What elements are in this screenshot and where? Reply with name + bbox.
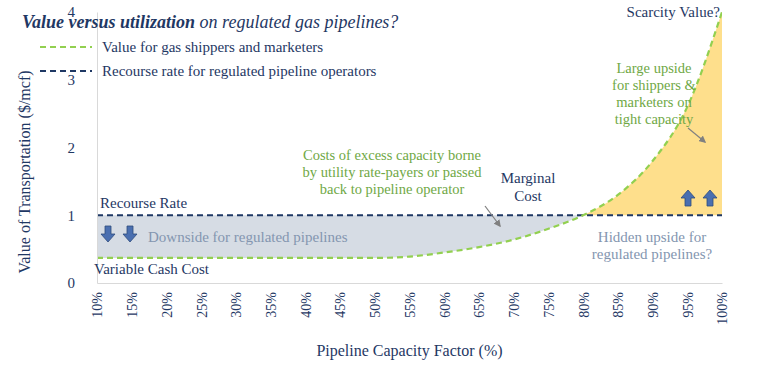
annotation: Downside for regulated pipelines [148,229,348,245]
annotation: Large upside [616,60,691,76]
y-axis-title: Value of Transportation ($/mcf) [16,70,34,273]
x-tick: 45% [333,283,348,318]
annotation: Variable Cash Cost [94,261,210,277]
x-tick-label: 40% [299,292,314,318]
x-tick: 55% [403,283,418,318]
annotation: Recourse Rate [100,195,187,211]
legend-swatch [40,70,92,72]
annotation: Hidden upside for [598,229,706,245]
chart: 0123410%15%20%25%30%35%40%45%50%55%60%65… [0,0,768,365]
x-tick-label: 60% [438,292,453,318]
x-tick-label: 90% [646,292,661,318]
x-tick: 85% [611,283,626,318]
series-line [97,12,722,258]
x-tick: 10% [90,283,105,318]
x-tick: 20% [160,283,175,318]
x-tick-label: 100% [715,292,730,325]
y-tick-label: 3 [68,72,76,88]
title-rest: on regulated gas pipelines? [195,12,398,32]
x-tick-label: 20% [160,292,175,318]
x-tick: 90% [646,283,661,318]
x-axis: 10% 15% 20% 25% 30% 35% 40% 45% 50% 55% 60% 65% 70% 7… [90,283,730,325]
annotation: Marginal [501,170,556,186]
x-tick: 75% [542,283,557,318]
x-tick: 60% [438,283,453,318]
x-tick: 80% [577,283,592,318]
x-tick-label: 25% [195,292,210,318]
annotation: regulated pipelines? [592,246,713,262]
up-arrow [681,190,695,206]
x-tick-label: 85% [611,292,626,318]
annotation: back to pipeline operator [320,181,465,197]
upside-area [583,12,722,215]
x-tick: 35% [264,283,279,318]
x-tick: 95% [681,283,696,318]
annotation: marketers on [616,94,692,110]
x-tick-label: 65% [472,292,487,318]
x-axis-title: Pipeline Capacity Factor (%) [316,342,502,360]
x-tick-label: 50% [368,292,383,318]
y-tick-label: 0 [68,275,76,291]
y-tick-label: 2 [68,140,76,156]
y-tick-label: 1 [68,208,76,224]
downside-area [97,215,583,258]
legend-label: Value for gas shippers and marketers [102,39,323,55]
x-tick: 65% [472,283,487,318]
down-arrow [101,226,115,242]
x-tick: 15% [125,283,140,318]
legend-swatch [40,46,92,48]
y-axis-line [97,13,98,284]
y-tick: 2 [68,140,98,156]
annotation: Cost [514,188,542,204]
title: Value versus utilization on regulated ga… [22,12,398,32]
down-arrow [123,226,137,242]
x-tick-label: 70% [507,292,522,318]
pointer-arrow [688,128,705,142]
annotation: by utility rate-payers or passed [303,164,483,180]
pointer-arrow [485,206,500,226]
x-tick: 25% [195,283,210,318]
annotation: Costs of excess capacity borne [303,147,481,163]
annotation: for shippers & [612,77,696,93]
y-tick: 3 [68,72,98,88]
x-tick: 70% [507,283,522,318]
annotation: tight capacity [615,111,694,127]
x-tick-label: 35% [264,292,279,318]
x-tick-label: 30% [229,292,244,318]
x-tick-label: 45% [333,292,348,318]
x-tick-label: 95% [681,292,696,318]
x-axis-line [98,283,723,284]
x-tick: 100% [715,283,730,325]
x-tick-label: 10% [90,292,105,318]
title-bold: Value versus utilization [22,12,195,32]
x-tick-label: 75% [542,292,557,318]
y-tick: 0 [68,275,98,291]
x-tick-label: 80% [577,292,592,318]
series-line [97,214,722,216]
plot-area [97,12,722,258]
annotation: Scarcity Value? [627,4,721,20]
x-tick-label: 55% [403,292,418,318]
x-tick: 30% [229,283,244,318]
y-tick: 1 [68,208,98,224]
x-tick: 50% [368,283,383,318]
up-arrow [703,190,717,206]
legend-label: Recourse rate for regulated pipeline ope… [102,63,377,79]
x-tick-label: 15% [125,292,140,318]
x-tick: 40% [299,283,314,318]
